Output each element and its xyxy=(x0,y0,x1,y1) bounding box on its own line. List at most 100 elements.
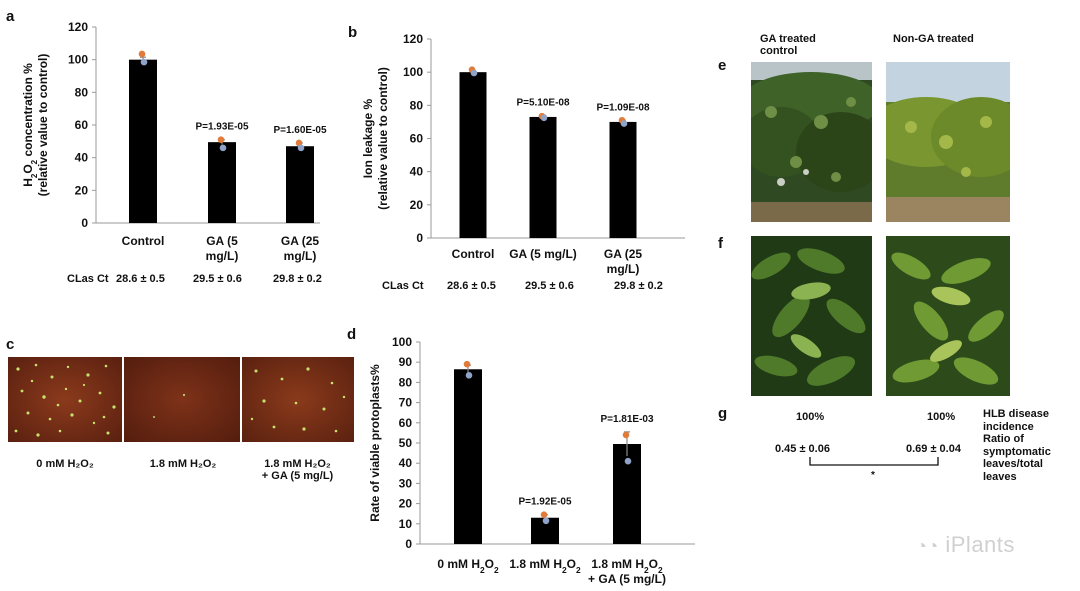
x-tick-label: 1.8 mM H2O2 xyxy=(591,557,663,575)
clas-ct-a-control: 28.6 ± 0.5 xyxy=(116,273,165,285)
g-ratio-non-ga: 0.69 ± 0.04 xyxy=(906,443,961,455)
bar xyxy=(129,59,157,223)
clas-ct-b-ga5: 29.5 ± 0.6 xyxy=(525,280,574,292)
chart-d: 0 10 20 30 40 50 60 70 80 90 100 Rate of viable pro… xyxy=(368,335,695,586)
y-tick-label: 70 xyxy=(399,396,413,410)
y-axis-label: Ion leakage % (relative value to control) xyxy=(361,67,390,210)
panel-letter-a: a xyxy=(6,8,15,25)
replicate-point xyxy=(620,120,628,127)
panel-letter-e: e xyxy=(718,57,727,74)
y-tick-label: 20 xyxy=(399,497,413,511)
y-tick-label: 80 xyxy=(75,85,89,99)
y-tick-label: 60 xyxy=(410,132,424,146)
replicate-point xyxy=(622,431,630,439)
clas-ct-a-ga5: 29.5 ± 0.6 xyxy=(193,273,242,285)
leaf-photo-ga-treated xyxy=(751,236,872,396)
x-tick-label: Control xyxy=(122,234,165,248)
x-tick-label: mg/L) xyxy=(607,262,640,276)
y-tick-label: 60 xyxy=(399,416,413,430)
g-legend-line4: symptomatic xyxy=(983,445,1051,458)
g-legend-line1: HLB disease xyxy=(983,408,1050,420)
replicate-point xyxy=(138,50,146,58)
y-tick-label: 60 xyxy=(75,118,89,132)
p-value-label: P=5.10E-08 xyxy=(516,97,570,108)
micrograph-0mm-image xyxy=(8,357,122,442)
replicate-point xyxy=(140,58,148,66)
leaf-photo-ga-treated-image xyxy=(751,236,872,396)
bar xyxy=(609,121,637,238)
g-incidence-ga: 100% xyxy=(796,411,825,423)
y-tick-label: 30 xyxy=(399,476,413,490)
micrograph-18mm-ga-image xyxy=(242,357,354,442)
p-value-label: P=1.92E-05 xyxy=(518,497,572,508)
panel-letter-g: g xyxy=(718,405,728,422)
p-value-label: P=1.93E-05 xyxy=(195,122,249,133)
clas-ct-b-control: 28.6 ± 0.5 xyxy=(447,280,496,292)
tree-photo-ga-treated-image xyxy=(741,62,886,222)
bar xyxy=(454,369,482,544)
y-axis-label-text: Rate of viable protoplasts% xyxy=(368,364,382,522)
p-value-label: P=1.09E-08 xyxy=(596,102,650,113)
replicate-point xyxy=(470,69,478,77)
x-tick-label: GA (25 xyxy=(604,247,643,261)
bar xyxy=(208,142,236,223)
x-tick-label: mg/L) xyxy=(206,249,239,263)
micrograph-18mm-image xyxy=(124,357,240,442)
y-tick-label: 90 xyxy=(399,355,413,369)
g-significance-bracket xyxy=(809,457,939,466)
clas-ct-label-b: CLas Ct xyxy=(382,280,424,292)
g-legend-line6: leaves xyxy=(983,470,1017,483)
x-tick-label: 0 mM H2O2 xyxy=(437,557,499,575)
micrograph-0mm xyxy=(8,357,122,442)
replicate-point xyxy=(542,517,550,525)
micrograph-18mm xyxy=(124,357,240,442)
leaf-photo-non-ga xyxy=(886,236,1010,396)
y-tick-label: 40 xyxy=(75,151,89,165)
replicate-point xyxy=(463,360,471,368)
bar xyxy=(459,72,487,239)
y-tick-label: 10 xyxy=(399,517,413,531)
x-tick-label: + GA (5 mg/L) xyxy=(588,572,666,586)
caption-c-18mm-ga: 1.8 mM H₂O₂ + GA (5 mg/L) xyxy=(261,458,334,482)
y-axis-label-line2: (relative value to control) xyxy=(36,54,50,197)
panel-letter-d: d xyxy=(347,326,357,343)
x-tick-label: GA (5 mg/L) xyxy=(509,247,577,261)
y-tick-label: 80 xyxy=(410,98,424,112)
replicate-point xyxy=(217,136,225,143)
tree-photo-non-ga xyxy=(866,62,1031,222)
clas-ct-label-a: CLas Ct xyxy=(67,273,109,285)
micrograph-18mm-ga xyxy=(242,357,354,442)
replicate-point xyxy=(465,372,473,379)
replicate-point xyxy=(624,457,632,465)
y-tick-label: 20 xyxy=(410,198,424,212)
g-legend-line5: leaves/total xyxy=(983,458,1043,470)
g-legend-line2: incidence xyxy=(983,420,1034,433)
y-tick-label: 20 xyxy=(75,183,89,197)
y-axis-label: H2O2 concentration % (relative value to c… xyxy=(21,54,50,197)
p-value-label: P=1.81E-03 xyxy=(600,414,654,425)
g-incidence-non-ga: 100% xyxy=(927,411,956,423)
panel-letter-f: f xyxy=(718,235,723,252)
caption-e-col1: GA treated control xyxy=(760,33,816,57)
y-tick-label: 50 xyxy=(399,436,413,450)
y-axis-label: Rate of viable protoplasts% xyxy=(368,364,382,522)
panel-letter-b: b xyxy=(348,24,358,41)
g-legend: HLB disease incidence Ratio of symptomat… xyxy=(983,408,1051,483)
replicate-point xyxy=(540,114,548,122)
g-significance-star: * xyxy=(871,470,875,481)
caption-e-col2: Non-GA treated xyxy=(893,33,974,45)
y-tick-label: 80 xyxy=(399,375,413,389)
bar xyxy=(286,146,314,223)
tree-photo-non-ga-image xyxy=(866,62,1031,222)
y-tick-label: 120 xyxy=(68,20,88,34)
y-tick-label: 40 xyxy=(410,165,424,179)
y-tick-label: 120 xyxy=(403,32,423,46)
chart-b: 0 20 40 60 80 100 120 Ion leakage % (relative va… xyxy=(361,32,685,276)
x-tick-label: mg/L) xyxy=(284,249,317,263)
x-tick-label: GA (25 xyxy=(281,234,320,248)
wechat-icon: ◔◔ xyxy=(916,536,939,556)
g-ratio-ga: 0.45 ± 0.06 xyxy=(775,443,830,455)
bar xyxy=(529,116,557,238)
x-tick-label: GA (5 xyxy=(206,234,238,248)
x-tick-label: Control xyxy=(452,247,495,261)
